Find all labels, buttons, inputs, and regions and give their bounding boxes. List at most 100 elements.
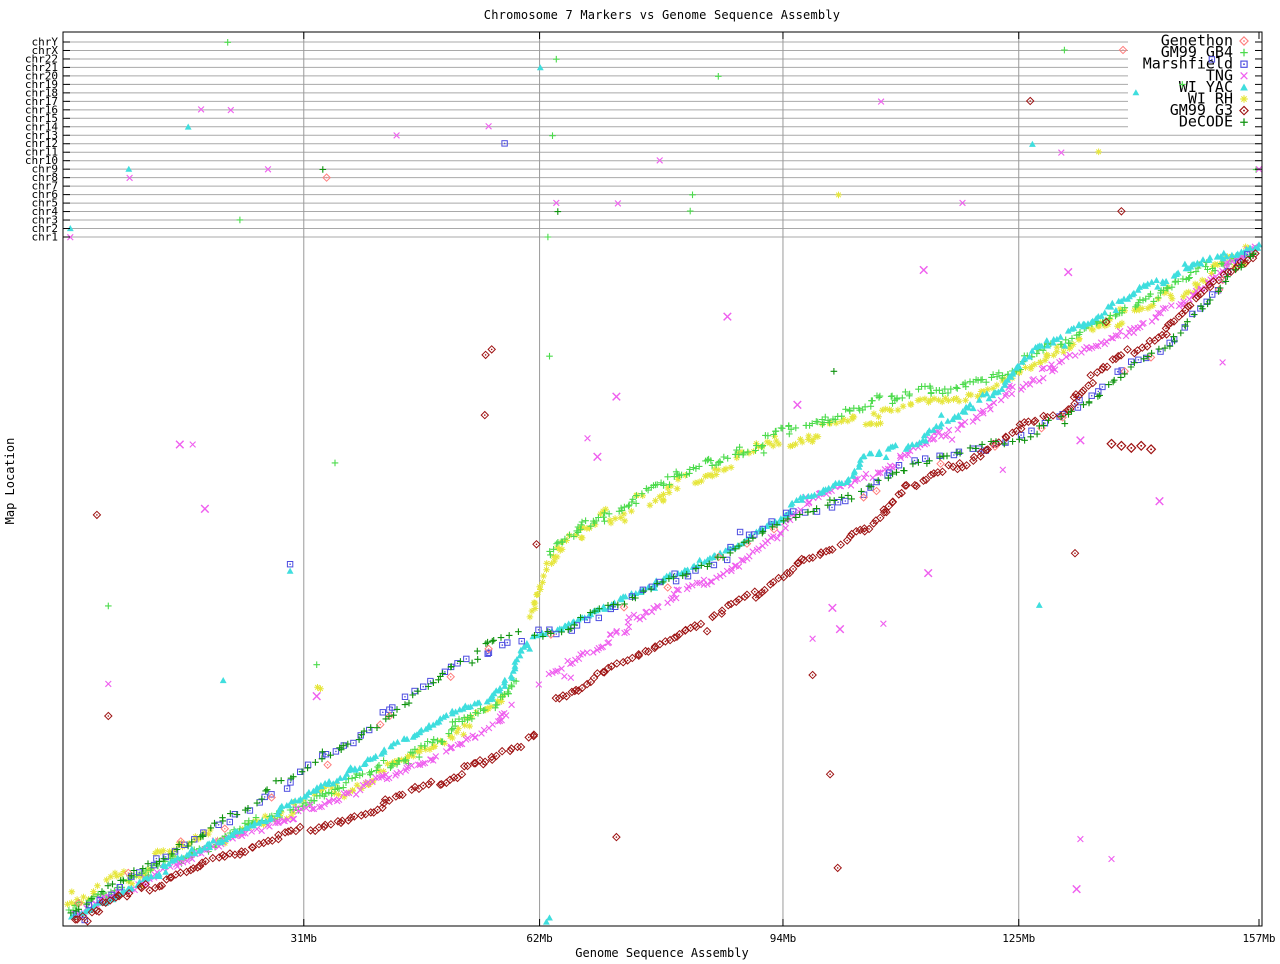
data-point-wirh — [526, 613, 534, 621]
data-point-gb4 — [544, 233, 552, 241]
data-point-g3 — [852, 527, 861, 536]
data-point-decode — [505, 631, 514, 640]
data-point-decode — [138, 864, 147, 873]
data-point-tng — [923, 568, 933, 578]
data-point-g3 — [487, 345, 496, 354]
chromosome-label-chr6: chr6 — [32, 188, 59, 201]
data-point-tng — [624, 618, 632, 626]
chromosome-label-chr18: chr18 — [25, 86, 58, 99]
data-point-marshfield — [350, 739, 357, 747]
data-point-decode — [373, 723, 381, 732]
data-point-gb4 — [605, 509, 613, 518]
data-point-g3 — [1086, 371, 1095, 380]
data-point-wiyac — [1206, 254, 1214, 261]
data-point-gb4 — [1168, 283, 1176, 292]
data-point-genethon — [323, 760, 332, 769]
data-point-marshfield — [535, 626, 542, 633]
data-point-g3 — [104, 711, 113, 721]
series-gb4 — [65, 38, 1260, 915]
data-point-tng — [999, 466, 1007, 474]
data-point-wirh — [834, 191, 843, 199]
data-point-gb4 — [312, 660, 321, 669]
x-tick-label: 31Mb — [291, 932, 318, 945]
data-point-tng — [879, 620, 887, 628]
data-point-decode — [473, 655, 482, 664]
data-point-decode — [514, 627, 523, 636]
data-point-tng — [1035, 377, 1043, 385]
data-point-tng — [869, 474, 877, 482]
data-point-decode — [277, 776, 286, 785]
grid-layer — [66, 32, 1260, 926]
data-point-g3 — [696, 619, 705, 628]
data-point-wiyac — [1154, 283, 1161, 290]
data-point-gb4 — [415, 753, 424, 761]
data-point-wiyac — [1199, 256, 1207, 263]
y-axis-title: Map Location — [3, 438, 17, 525]
data-point-gb4 — [686, 207, 695, 215]
data-point-gb4 — [714, 72, 723, 81]
data-point-decode — [473, 647, 482, 655]
data-point-gb4 — [723, 454, 732, 463]
data-point-g3 — [1123, 345, 1132, 354]
points-layer — [63, 38, 1263, 926]
series-tng — [66, 98, 1263, 918]
plot-frame — [62, 31, 1263, 927]
data-point-decode — [1015, 435, 1024, 444]
data-point-wirh — [894, 406, 902, 414]
data-point-decode — [144, 859, 152, 868]
data-point-wiyac — [501, 676, 509, 683]
series-wirh — [63, 148, 1253, 909]
data-point-wirh — [673, 484, 681, 493]
data-point-marshfield — [226, 818, 233, 826]
data-point-gb4 — [935, 386, 944, 395]
data-point-decode — [468, 659, 476, 667]
data-point-wirh — [627, 507, 636, 515]
data-point-gb4 — [987, 373, 996, 382]
data-point-decode — [844, 491, 852, 500]
data-point-tng — [478, 730, 485, 737]
series-decode — [66, 165, 1258, 917]
chromosome-label-chr5: chr5 — [32, 197, 59, 210]
data-point-tng — [1008, 390, 1016, 398]
data-point-g3 — [1106, 438, 1117, 449]
data-point-tng — [383, 775, 391, 783]
data-point-tng — [385, 774, 393, 782]
data-point-gb4 — [719, 453, 728, 461]
chromosome-label-chr4: chr4 — [32, 205, 59, 218]
data-point-gb4 — [688, 190, 697, 199]
data-point-g3 — [498, 747, 507, 756]
data-point-tng — [321, 800, 329, 808]
data-point-gb4 — [953, 384, 962, 393]
legend-label-g3: GM99 G3 — [1170, 101, 1233, 119]
data-point-g3 — [703, 627, 712, 636]
data-point-tng — [1155, 496, 1164, 506]
data-point-g3 — [201, 857, 210, 866]
data-point-wiyac — [1035, 601, 1043, 608]
data-point-wiyac — [937, 411, 945, 418]
data-point-decode — [488, 637, 497, 646]
data-point-decode — [1130, 358, 1139, 367]
chromosome-label-chr11: chr11 — [25, 146, 58, 159]
data-point-tng — [312, 691, 322, 701]
chromosome-label-chr9: chr9 — [32, 163, 59, 176]
data-point-gb4 — [429, 735, 438, 744]
data-point-decode — [489, 636, 498, 645]
chromosome-label-chrX: chrX — [32, 44, 59, 57]
data-point-decode — [261, 787, 270, 795]
data-point-g3 — [826, 770, 835, 779]
data-point-tng — [535, 681, 543, 688]
data-point-decode — [401, 700, 409, 709]
data-point-marshfield — [283, 785, 291, 792]
data-point-decode — [104, 881, 112, 890]
data-point-tng — [792, 400, 802, 410]
data-point-g3 — [481, 350, 490, 359]
data-point-g3 — [836, 540, 845, 549]
data-point-gb4 — [952, 383, 961, 392]
chromosome-label-chr1: chr1 — [32, 230, 59, 243]
data-point-marshfield — [401, 693, 409, 700]
data-point-g3 — [1084, 381, 1093, 390]
data-point-marshfield — [1128, 358, 1135, 365]
data-point-marshfield — [1028, 427, 1035, 434]
data-point-tng — [1072, 884, 1082, 894]
data-point-g3 — [1146, 444, 1157, 455]
